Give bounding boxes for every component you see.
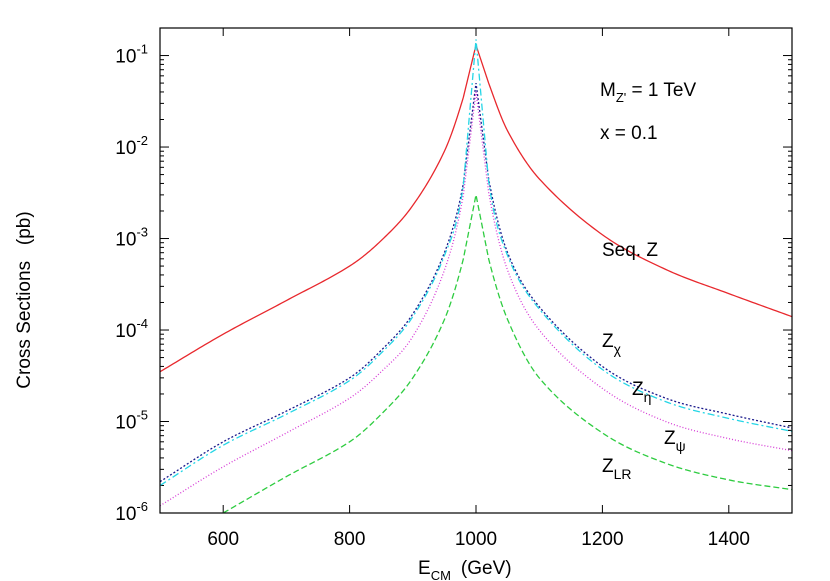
series-label-seq-z: Seq. Z bbox=[602, 240, 658, 261]
series-line-z-psi bbox=[160, 91, 792, 507]
series-label-z-eta: Zη bbox=[632, 379, 651, 405]
x-param-annotation: x = 0.1 bbox=[600, 123, 658, 144]
x-tick-label: 600 bbox=[207, 529, 239, 550]
y-tick-label: 10-4 bbox=[115, 316, 148, 342]
mass-annotation-sub: Z' bbox=[616, 90, 626, 105]
y-axis-ticks: 10-6 10-5 10-4 10-3 10-2 10-1 bbox=[115, 42, 792, 525]
x-tick-label: 1400 bbox=[708, 529, 750, 550]
series-layer bbox=[160, 39, 792, 513]
x-axis-ticks: 600 800 1000 1200 1400 bbox=[207, 28, 750, 550]
y-tick-label: 10-2 bbox=[115, 133, 148, 159]
series-line-z-chi bbox=[160, 82, 792, 483]
y-tick-label: 10-6 bbox=[115, 499, 148, 525]
plot-frame bbox=[159, 27, 793, 514]
series-label-z-lr: ZLR bbox=[602, 456, 632, 482]
mass-annotation: MZ' = 1 TeV bbox=[600, 80, 696, 105]
series-line-z-eta bbox=[160, 39, 792, 487]
series-line-z-lr bbox=[222, 194, 792, 513]
x-tick-label: 800 bbox=[334, 529, 366, 550]
series-label-z-psi: Zψ bbox=[664, 428, 686, 454]
y-tick-label: 10-1 bbox=[115, 42, 148, 68]
y-tick-label: 10-5 bbox=[115, 408, 148, 434]
series-line-seq-z bbox=[160, 42, 792, 373]
y-tick-label: 10-3 bbox=[115, 225, 148, 251]
x-axis-title: ECM (GeV) bbox=[418, 558, 512, 581]
series-label-z-chi: Zχ bbox=[602, 331, 622, 357]
mass-annotation-base: M bbox=[600, 80, 616, 101]
x-tick-label: 1200 bbox=[581, 529, 623, 550]
x-tick-label: 1000 bbox=[455, 529, 497, 550]
y-axis-title: Cross Sections (pb) bbox=[14, 211, 35, 388]
mass-annotation-rest: = 1 TeV bbox=[626, 80, 696, 101]
